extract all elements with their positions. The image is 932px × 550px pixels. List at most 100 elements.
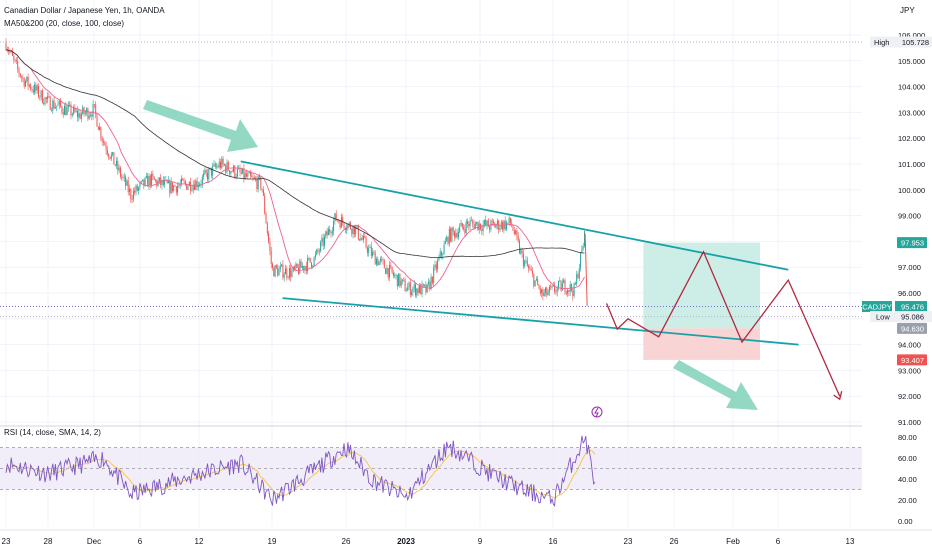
rsi-indicator-label[interactable]: RSI (14, close, SMA, 14, 2) bbox=[4, 428, 101, 437]
candle-body bbox=[415, 284, 416, 296]
stop-zone bbox=[643, 328, 760, 360]
price-axis[interactable]: 106.000 105.000 104.000 103.000 102.000 101.0… bbox=[862, 0, 932, 550]
moving-averages bbox=[5, 49, 585, 290]
lightning-glyph bbox=[594, 407, 599, 418]
candle-body bbox=[126, 180, 128, 186]
candle-body bbox=[134, 190, 136, 193]
candle-body bbox=[580, 252, 582, 269]
candle-body bbox=[337, 220, 338, 222]
candle-last bbox=[584, 233, 588, 306]
candle-body bbox=[22, 77, 24, 79]
time-axis[interactable]: 23 28 Dec 6 12 19 26 2023 9 16 23 26 Feb 6 13 bbox=[0, 529, 932, 546]
candle-body bbox=[294, 266, 296, 269]
candle-body bbox=[86, 108, 88, 113]
candle-body bbox=[95, 104, 97, 115]
candle-body bbox=[567, 289, 569, 294]
time-tick-label: 26 bbox=[670, 537, 679, 546]
candle-body bbox=[451, 227, 453, 242]
candle-body bbox=[169, 180, 171, 194]
candle-body bbox=[418, 284, 420, 293]
candle-body bbox=[385, 268, 387, 274]
candle-body bbox=[554, 285, 556, 292]
candle-body bbox=[534, 280, 536, 287]
symbol-tag: CADJPY bbox=[862, 303, 892, 312]
stop-tag: 93.407 bbox=[901, 356, 924, 365]
candle-body bbox=[516, 230, 518, 236]
candle-body bbox=[490, 220, 492, 230]
low-value: 95.086 bbox=[901, 313, 924, 322]
candle-body bbox=[285, 268, 286, 275]
candle-body bbox=[394, 275, 396, 277]
price-tick-label: 104.000 bbox=[898, 83, 925, 92]
candle-body bbox=[421, 283, 423, 295]
candle-body bbox=[204, 170, 206, 174]
candle-body bbox=[442, 254, 444, 256]
candle-body bbox=[60, 101, 62, 107]
candle-body bbox=[277, 267, 279, 276]
candle-body bbox=[247, 173, 249, 177]
candle-body bbox=[30, 84, 32, 90]
candle-body bbox=[191, 189, 193, 191]
candle-body bbox=[409, 282, 411, 295]
candle-body bbox=[517, 235, 519, 241]
candle-body bbox=[67, 105, 69, 108]
candle-body bbox=[34, 84, 36, 93]
candle-body bbox=[304, 266, 306, 271]
currency-label: JPY bbox=[900, 6, 915, 15]
candle-body bbox=[230, 171, 232, 174]
candle-body bbox=[78, 113, 80, 118]
candle-body bbox=[239, 168, 241, 173]
time-tick-label: Feb bbox=[726, 537, 740, 546]
candle-body bbox=[130, 189, 132, 200]
candle-body bbox=[74, 107, 76, 112]
candle-body bbox=[104, 142, 106, 146]
entry-tag: 94.630 bbox=[901, 324, 924, 333]
candle-body bbox=[101, 138, 103, 142]
candle-body bbox=[243, 168, 245, 179]
candle-body bbox=[92, 104, 94, 117]
candle-body bbox=[28, 84, 30, 86]
candle-body bbox=[541, 289, 543, 294]
candle-body bbox=[216, 166, 218, 168]
candle-body bbox=[578, 268, 580, 279]
candle-body bbox=[340, 217, 342, 228]
candle-body bbox=[464, 228, 466, 234]
price-tick-label: 92.000 bbox=[898, 392, 921, 401]
candle-body bbox=[5, 42, 7, 50]
candle-body bbox=[460, 222, 462, 227]
candle-body bbox=[307, 258, 309, 272]
candle-body bbox=[131, 199, 133, 200]
candle-body bbox=[14, 59, 16, 61]
candle-body bbox=[563, 280, 565, 284]
price-tick-label: 100.000 bbox=[898, 186, 925, 195]
candle-body bbox=[114, 164, 116, 166]
candle-body bbox=[391, 266, 393, 273]
candle-body bbox=[110, 154, 112, 159]
drawings[interactable] bbox=[143, 100, 843, 418]
candle-body bbox=[103, 141, 104, 143]
candle-body bbox=[36, 85, 38, 91]
price-tick-label: 105.000 bbox=[898, 57, 925, 66]
candle-body bbox=[543, 292, 545, 297]
candle-body bbox=[309, 257, 311, 263]
candle-body bbox=[407, 287, 409, 291]
candle-body bbox=[127, 180, 129, 193]
ma-indicator-label[interactable]: MA50&200 (20, close, 100, close) bbox=[4, 19, 125, 28]
position-tool[interactable] bbox=[643, 242, 760, 360]
candle-body bbox=[508, 217, 510, 223]
candle-body bbox=[119, 167, 121, 177]
price-tick-label: 103.000 bbox=[898, 108, 925, 117]
candle-body bbox=[317, 249, 319, 252]
candle-body bbox=[359, 238, 361, 241]
candle-body bbox=[522, 253, 524, 267]
candle-body bbox=[99, 127, 101, 130]
candle-body bbox=[57, 104, 59, 106]
candle-body bbox=[269, 241, 271, 251]
candle-body bbox=[221, 158, 223, 168]
candle-body bbox=[499, 228, 501, 231]
candle-body bbox=[434, 264, 436, 268]
candle-body bbox=[47, 96, 49, 100]
candle-body bbox=[548, 286, 550, 293]
candle-body bbox=[538, 285, 540, 289]
